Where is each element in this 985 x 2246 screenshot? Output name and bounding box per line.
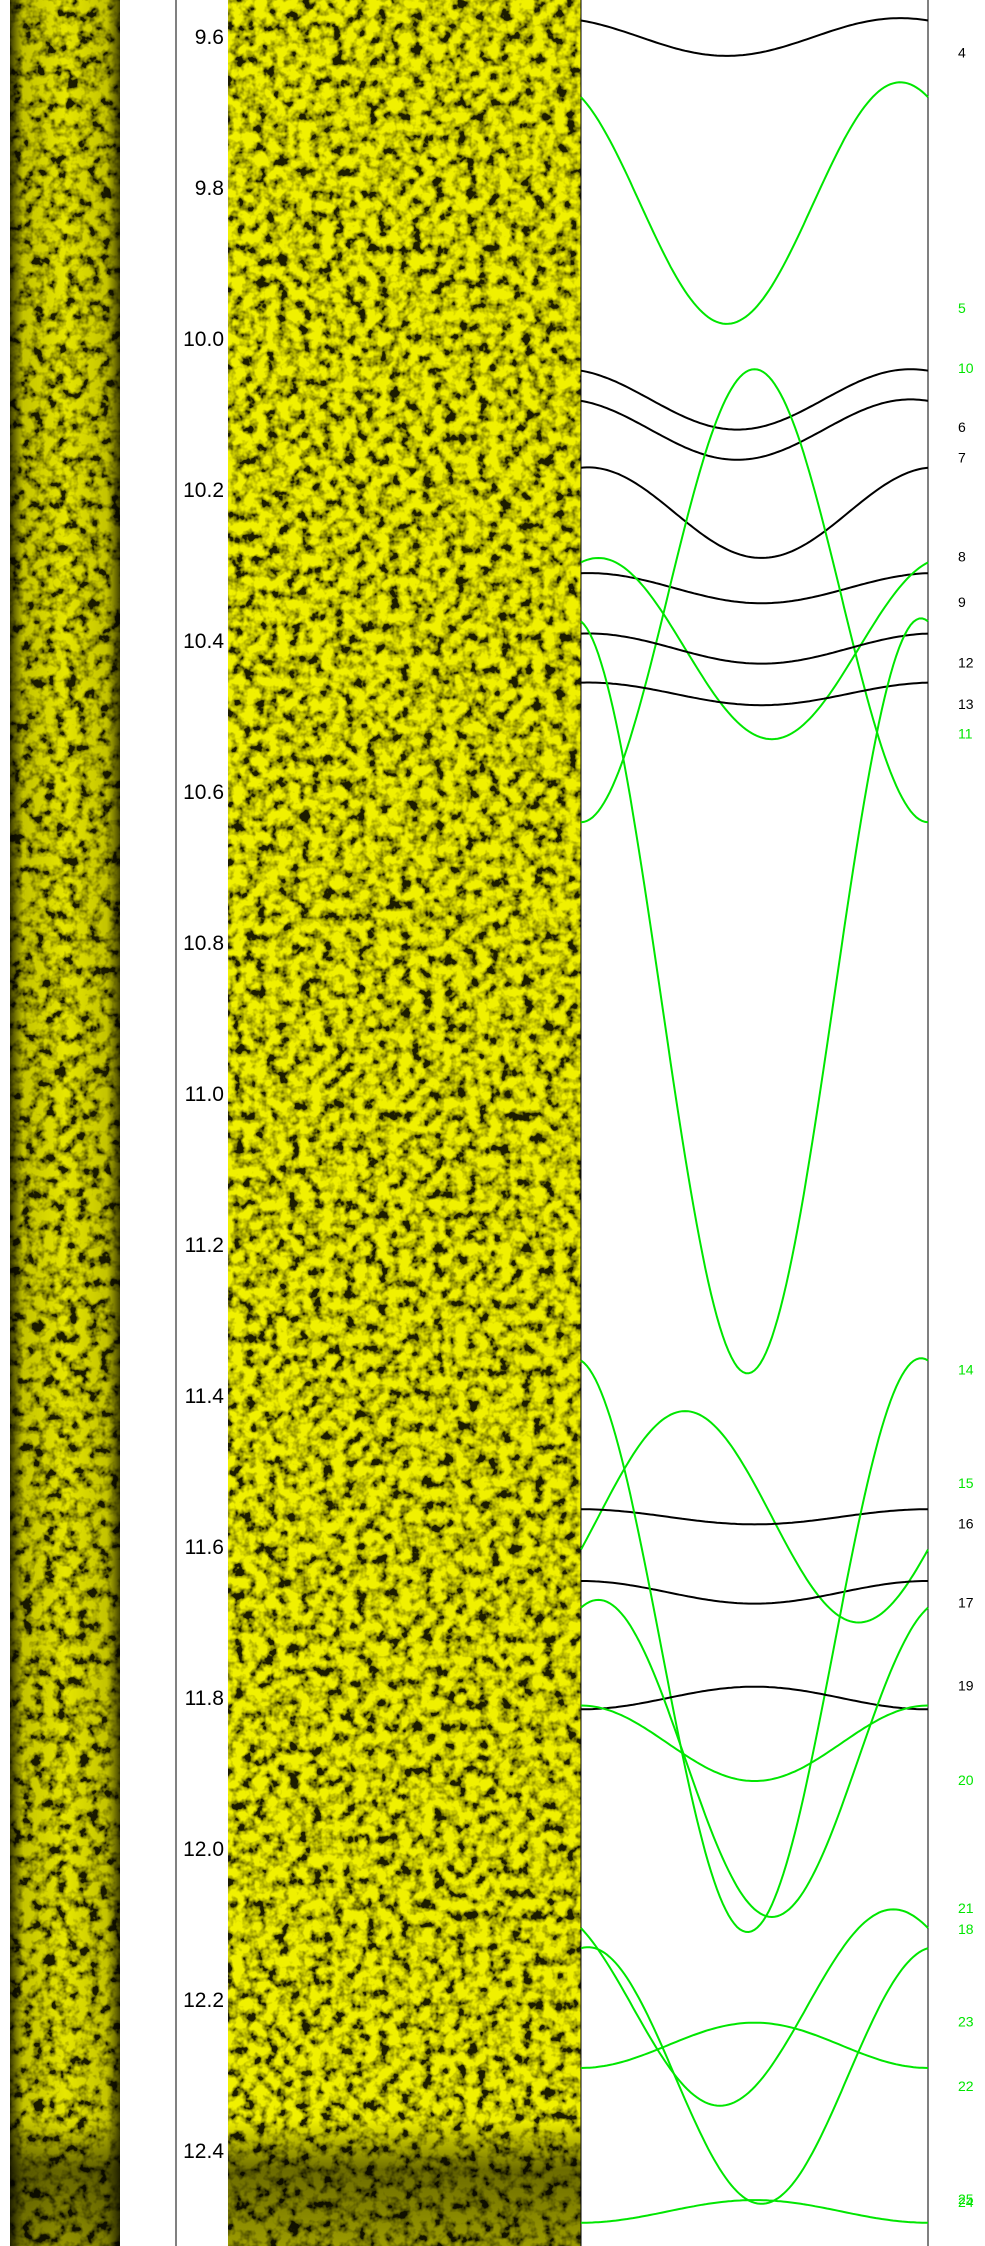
pick-label-7: 7 — [958, 449, 966, 465]
pick-label-19: 19 — [958, 1678, 974, 1694]
sinusoid-9[interactable] — [580, 572, 929, 605]
sinusoid-4[interactable] — [580, 17, 929, 57]
unrolled-image-track — [228, 0, 581, 2246]
pick-label-10: 10 — [958, 360, 974, 376]
depth-tick-label: 12.4 — [183, 2140, 224, 2163]
core-photo-shading — [10, 0, 120, 2246]
core-photo-track — [10, 0, 120, 2246]
sinusoid-5[interactable] — [580, 81, 929, 325]
depth-tick-label: 10.0 — [183, 328, 224, 351]
sinusoid-13[interactable] — [581, 681, 929, 707]
pick-label-4: 4 — [958, 45, 966, 61]
pick-label-12: 12 — [958, 655, 974, 671]
sinusoid-7[interactable] — [580, 398, 929, 461]
depth-tick-label: 11.0 — [185, 1083, 224, 1106]
depth-tick-label: 10.6 — [183, 781, 224, 804]
pick-label-21: 21 — [958, 1900, 974, 1916]
depth-tick-label: 10.8 — [183, 932, 224, 955]
pick-label-16: 16 — [958, 1515, 974, 1531]
depth-tick-label: 10.4 — [183, 630, 224, 653]
pick-label-8: 8 — [958, 549, 966, 565]
depth-tick-label: 11.8 — [185, 1687, 224, 1710]
sinusoid-25[interactable] — [581, 2199, 928, 2224]
sinusoid-16[interactable] — [581, 1508, 928, 1526]
sinusoid-8[interactable] — [580, 466, 929, 559]
depth-track: 9.6 9.8 10.0 10.2 10.4 10.6 10.8 11.0 11.2 11.4 11… — [175, 0, 224, 2246]
depth-tick-label: 12.0 — [183, 1838, 224, 1861]
sinusoid-14[interactable] — [580, 617, 929, 1375]
sinusoid-picks[interactable] — [580, 17, 929, 2224]
sinusoid-22[interactable] — [580, 1908, 929, 2107]
depth-tick-label: 11.6 — [185, 1536, 224, 1559]
core-photo-dark-band — [10, 2120, 120, 2246]
unrolled-image-dark-band — [228, 2120, 581, 2246]
pick-label-17: 17 — [958, 1595, 974, 1611]
depth-tick-label: 9.6 — [195, 26, 224, 49]
depth-tick-label: 10.2 — [183, 479, 224, 502]
pick-label-18: 18 — [958, 1921, 974, 1937]
sinusoid-6[interactable] — [580, 368, 929, 431]
unrolled-borehole-image — [228, 0, 581, 2246]
pick-label-13: 13 — [958, 696, 974, 712]
depth-tick-label: 11.2 — [185, 1234, 224, 1257]
sinusoid-track — [580, 0, 929, 2246]
sinusoid-23[interactable] — [580, 2021, 929, 2069]
sinusoid-10[interactable] — [580, 368, 929, 824]
depth-tick-labels: 9.6 9.8 10.0 10.2 10.4 10.6 10.8 11.0 11.2 11.4 11… — [183, 26, 224, 2163]
pick-label-14: 14 — [958, 1361, 974, 1377]
sinusoid-19[interactable] — [581, 1685, 928, 1711]
pick-label-11: 11 — [958, 726, 973, 742]
pick-label-5: 5 — [958, 300, 966, 316]
depth-tick-label: 11.4 — [185, 1385, 225, 1408]
sinusoid-11[interactable] — [580, 556, 929, 741]
sinusoid-18[interactable] — [580, 1357, 929, 1934]
sinusoid-17[interactable] — [581, 1580, 928, 1605]
pick-label-6: 6 — [958, 419, 966, 435]
pick-label-9: 9 — [958, 594, 966, 610]
depth-tick-label: 12.2 — [183, 1989, 224, 2012]
sinusoid-12[interactable] — [580, 632, 929, 665]
pick-label-25: 25 — [958, 2191, 974, 2207]
sinusoid-24[interactable] — [580, 1946, 929, 2205]
depth-tick-label: 9.8 — [195, 177, 224, 200]
sinusoid-track-background — [581, 0, 928, 2246]
pick-label-24: 24 — [958, 2194, 974, 2210]
pick-label-23: 23 — [958, 2014, 974, 2030]
sinusoid-21[interactable] — [580, 1598, 929, 1919]
sinusoid-15[interactable] — [580, 1410, 929, 1624]
pick-label-15: 15 — [958, 1475, 974, 1491]
pick-label-20: 20 — [958, 1772, 974, 1788]
pick-label-22: 22 — [958, 2078, 974, 2094]
